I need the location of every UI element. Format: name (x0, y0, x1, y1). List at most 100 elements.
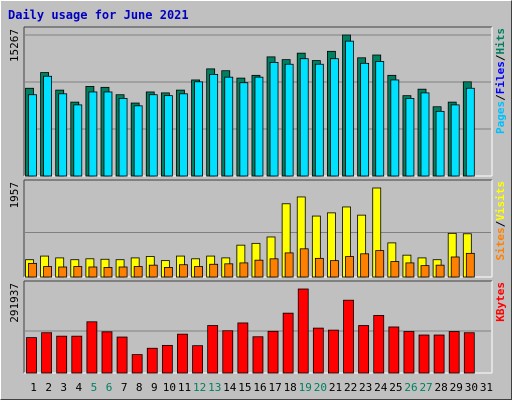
x-tick-label-day-6: 6 (106, 381, 113, 394)
bar-files-day-9 (148, 94, 158, 177)
x-tick-label-day-29: 29 (450, 381, 463, 394)
bar-sites-day-8 (133, 266, 143, 278)
bar-kbytes-day-18 (282, 312, 294, 374)
bar-kbytes-day-7 (116, 336, 128, 374)
bar-kbytes-day-1 (26, 337, 37, 374)
x-tick-label-day-9: 9 (151, 381, 158, 394)
bar-sites-day-15 (239, 262, 249, 278)
x-tick-label-day-24: 24 (374, 381, 388, 394)
bar-sites-day-27 (420, 265, 430, 278)
x-tick-label-day-7: 7 (121, 381, 128, 394)
panel-top-legend-pages: Pages (494, 101, 507, 134)
bar-files-day-27 (420, 92, 430, 177)
x-tick-label-day-23: 23 (359, 381, 372, 394)
bar-files-day-20 (314, 63, 324, 177)
panel-bottom-ymax-label: 291937 (8, 283, 21, 323)
bar-sites-day-26 (405, 262, 415, 278)
bar-kbytes-day-16 (252, 336, 264, 374)
panel-middle-bars (25, 187, 475, 278)
bar-kbytes-day-3 (56, 335, 68, 374)
bar-kbytes-day-26 (403, 331, 415, 374)
x-tick-label-day-18: 18 (284, 381, 297, 394)
bar-kbytes-day-17 (267, 330, 279, 374)
bar-files-day-17 (269, 62, 279, 177)
x-tick-label-day-13: 13 (208, 381, 221, 394)
panel-middle-legend: Sites/Visits (494, 181, 507, 261)
x-tick-label-day-4: 4 (76, 381, 83, 394)
bar-kbytes-day-5 (86, 321, 98, 374)
bar-kbytes-day-13 (207, 325, 219, 374)
bar-files-day-21 (330, 58, 339, 177)
bar-files-day-7 (118, 98, 128, 177)
x-tick-label-day-14: 14 (223, 381, 237, 394)
bar-sites-day-16 (254, 259, 264, 278)
bar-sites-day-25 (390, 261, 400, 278)
bar-sites-day-29 (450, 256, 460, 278)
bar-files-day-4 (73, 104, 83, 177)
bar-sites-day-1 (28, 262, 37, 278)
x-tick-label-day-31: 31 (480, 381, 493, 394)
x-tick-label-day-8: 8 (136, 381, 143, 394)
bar-sites-day-23 (360, 253, 370, 278)
bar-files-day-16 (254, 76, 264, 177)
panel-bottom-legend-kbytes: KBytes (494, 282, 507, 322)
bar-sites-day-13 (209, 263, 219, 278)
x-tick-label-day-10: 10 (163, 381, 176, 394)
bar-files-day-18 (284, 63, 294, 177)
bar-kbytes-day-2 (41, 332, 52, 374)
x-tick-label-day-5: 5 (91, 381, 98, 394)
bar-kbytes-day-27 (418, 334, 430, 374)
bar-files-day-29 (450, 104, 460, 177)
bar-sites-day-21 (330, 260, 339, 278)
bar-kbytes-day-19 (297, 288, 309, 374)
x-tick-label-day-30: 30 (465, 381, 478, 394)
bar-sites-day-4 (73, 266, 83, 278)
bar-kbytes-day-20 (312, 327, 324, 374)
panel-top-legend-hits: Hits (494, 28, 507, 55)
bar-sites-day-3 (58, 266, 68, 278)
bar-kbytes-day-22 (343, 299, 354, 374)
panel-middle-ymax-label: 1957 (8, 182, 21, 209)
bar-files-day-19 (299, 58, 309, 177)
bar-kbytes-day-4 (71, 335, 83, 374)
bar-sites-day-19 (299, 248, 309, 278)
panel-middle-legend-sites: Sites (494, 227, 507, 260)
panel-top-ymax-label: 15267 (8, 29, 21, 62)
panel-top-legend-files: Files (494, 61, 507, 94)
bar-files-day-5 (88, 91, 98, 177)
panel-top-legend-separator: / (494, 94, 507, 101)
bar-kbytes-day-24 (373, 315, 385, 374)
bar-files-day-13 (209, 74, 219, 177)
bar-sites-day-9 (148, 264, 158, 278)
bar-files-day-23 (360, 62, 370, 177)
x-tick-label-day-28: 28 (435, 381, 448, 394)
bar-kbytes-day-12 (192, 345, 203, 374)
bar-sites-day-10 (163, 267, 173, 278)
bar-kbytes-day-8 (131, 354, 143, 374)
bar-files-day-3 (58, 93, 68, 177)
bar-kbytes-day-30 (463, 332, 475, 374)
x-tick-label-day-16: 16 (253, 381, 266, 394)
bar-sites-day-17 (269, 258, 279, 278)
x-tick-label-day-17: 17 (268, 381, 281, 394)
bar-sites-day-30 (465, 252, 475, 278)
bar-kbytes-day-9 (146, 347, 158, 374)
panel-middle-legend-separator: / (494, 220, 507, 227)
bar-files-day-25 (390, 79, 400, 177)
bar-files-day-30 (465, 87, 475, 177)
x-tick-label-day-20: 20 (314, 381, 327, 394)
x-tick-label-day-3: 3 (60, 381, 67, 394)
panel-middle-legend-visits: Visits (494, 181, 507, 221)
bar-files-day-15 (239, 82, 249, 177)
panel-middle: 1957 Sites/Visits (8, 179, 507, 278)
x-tick-label-day-12: 12 (193, 381, 206, 394)
bar-kbytes-day-21 (328, 329, 339, 374)
bar-files-day-22 (345, 40, 354, 177)
x-tick-label-day-26: 26 (404, 381, 417, 394)
bar-sites-day-7 (118, 266, 128, 278)
bar-sites-day-24 (375, 250, 385, 278)
bar-files-day-24 (375, 61, 385, 177)
bar-sites-day-12 (194, 266, 203, 278)
x-tick-label-day-27: 27 (419, 381, 432, 394)
